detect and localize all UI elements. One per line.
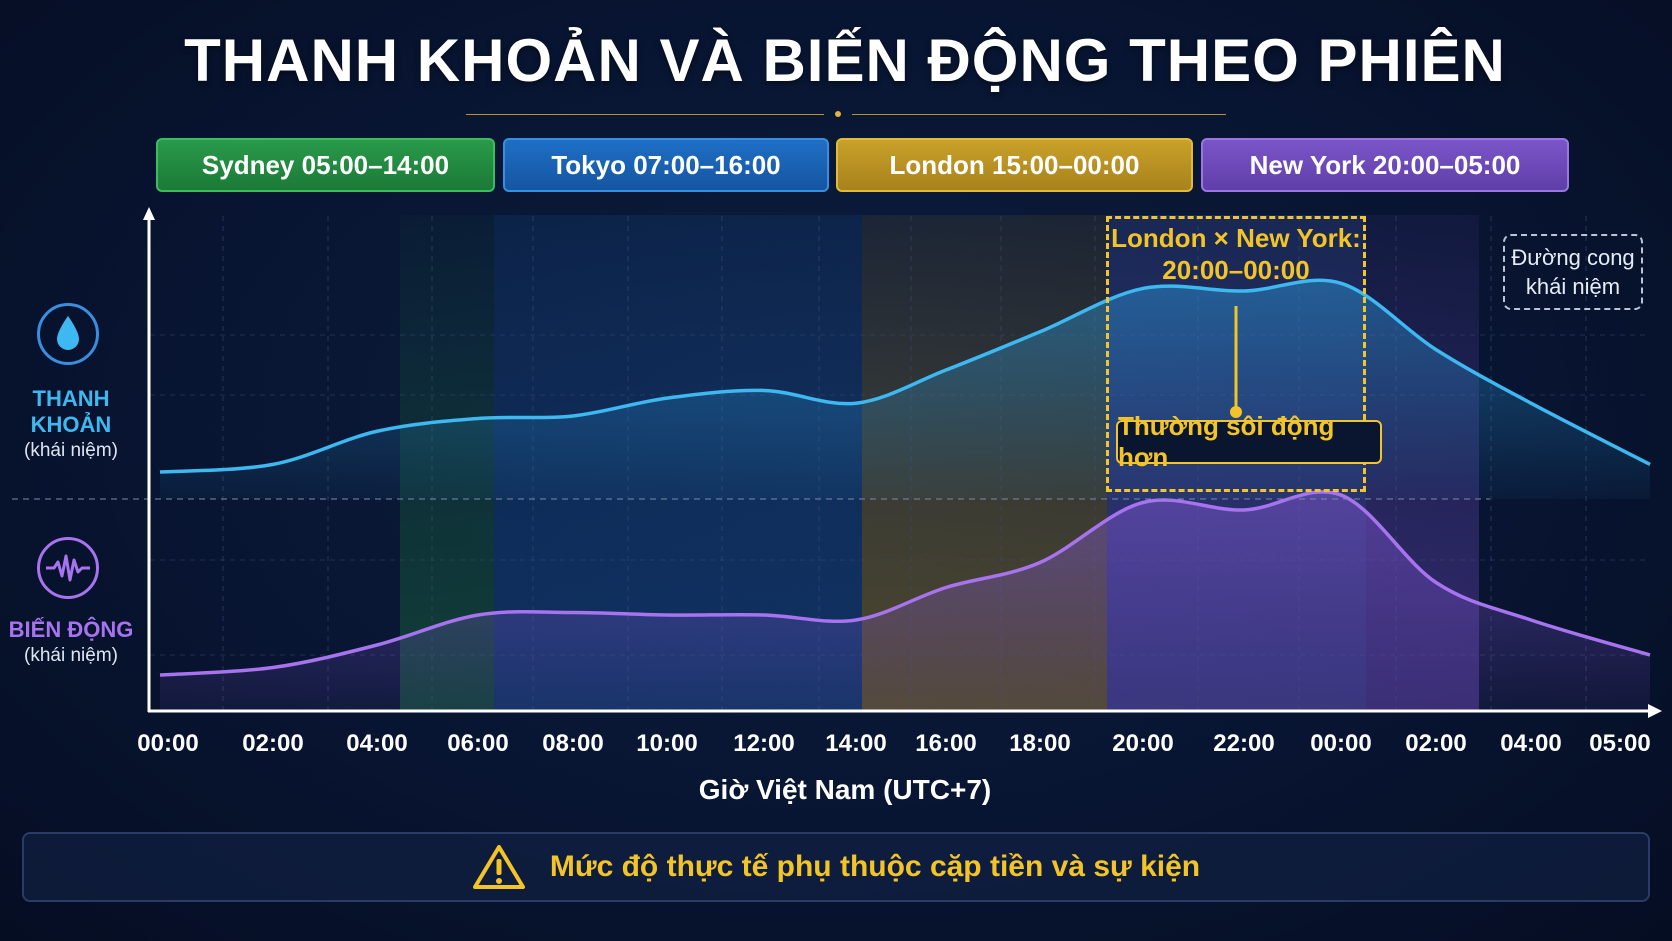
concept-note: Đường cong khái niệm [1503,234,1643,310]
x-tick-label: 00:00 [1310,730,1372,757]
title-divider [466,108,1226,120]
x-tick-label: 02:00 [242,730,304,757]
volatility-icon-ring [37,537,99,599]
callout-badge: Thường sôi động hơn [1116,411,1382,472]
volatility-label: BIẾN ĐỘNG (khái niệm) [0,617,146,667]
x-tick-label: 02:00 [1405,730,1467,757]
footer-text: Mức độ thực tế phụ thuộc cặp tiền và sự … [549,850,1201,883]
x-tick-label: 04:00 [1500,730,1562,757]
session-london: London 15:00–00:00 [836,138,1193,192]
overlap-line2: 20:00–00:00 [1162,255,1310,285]
y-axis-arrow [143,207,155,220]
overlap-box [1106,216,1366,492]
water-drop-icon [57,316,79,350]
note-line2: khái niệm [1525,274,1621,299]
volatility-line [159,490,1651,677]
x-tick-label: 22:00 [1213,730,1275,757]
pulse-wave-icon [46,554,90,582]
volatility-area [160,491,1650,710]
session-tokyo: Tokyo 07:00–16:00 [503,138,829,192]
volatility-sub: (khái niệm) [24,645,118,666]
warning-icon [472,845,525,889]
liquidity-line [159,278,1651,474]
callout-dot [1230,406,1242,418]
x-tick-label: 06:00 [447,730,509,757]
x-tick-label: 12:00 [733,730,795,757]
session-sydney: Sydney 05:00–14:00 [156,138,495,192]
liquidity-icon-ring [37,303,99,365]
liquidity-sub: (khái niệm) [24,440,118,461]
x-tick-label: 10:00 [636,730,698,757]
footer-warning: Mức độ thực tế phụ thuộc cặp tiền và sự … [22,832,1650,902]
x-tick-label: 16:00 [915,730,977,757]
x-tick-label: 05:00 [1589,730,1651,757]
volatility-name: BIẾN ĐỘNG [8,617,134,642]
session-new-york: New York 20:00–05:00 [1201,138,1569,192]
x-axis-label: Giờ Việt Nam (UTC+7) [698,774,992,805]
x-tick-label: 20:00 [1112,730,1174,757]
x-tick-label: 00:00 [137,730,199,757]
page-title: THANH KHOẢN VÀ BIẾN ĐỘNG THEO PHIÊN [184,27,1506,94]
overlap-label: London × New York: 20:00–00:00 [1106,222,1366,286]
overlap-line1: London × New York: [1111,223,1361,253]
x-tick-label: 14:00 [825,730,887,757]
liquidity-label: THANH KHOẢN (khái niệm) [0,386,146,462]
x-tick-label: 04:00 [346,730,408,757]
liquidity-name: THANH KHOẢN [30,386,112,437]
session-chart [12,207,1662,718]
x-tick-label: 18:00 [1009,730,1071,757]
x-tick-label: 08:00 [542,730,604,757]
x-axis-arrow [1648,704,1662,718]
note-line1: Đường cong [1511,245,1635,270]
